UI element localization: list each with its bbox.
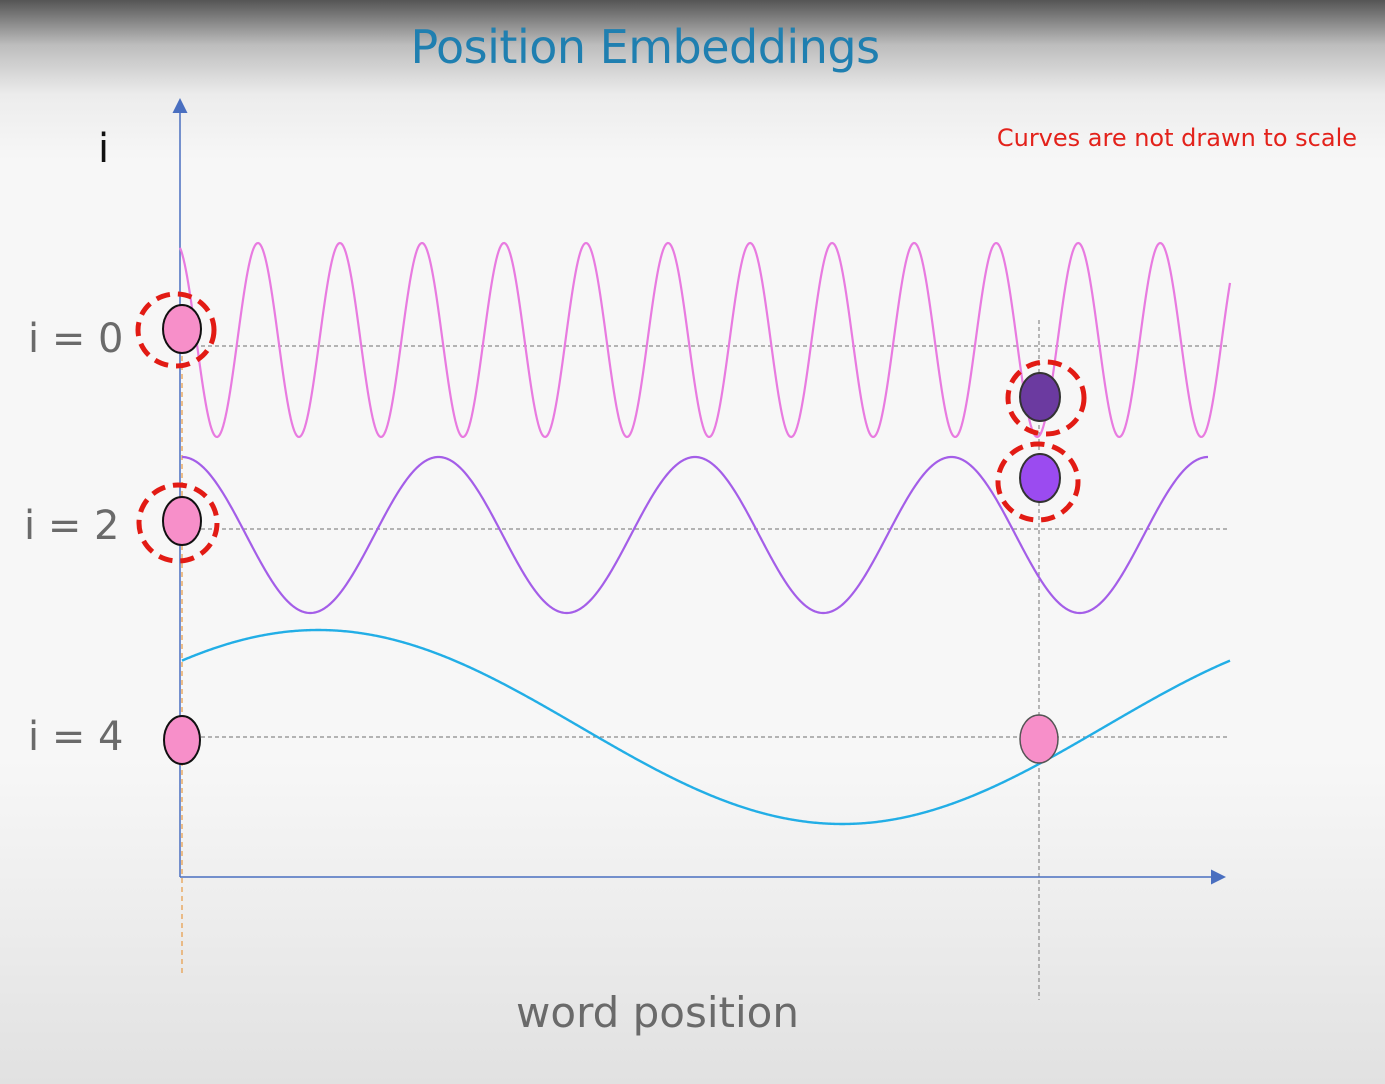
later-marker-i4: [1019, 714, 1059, 764]
start-marker-i2: [162, 496, 202, 546]
row-label-i4: i = 4: [28, 714, 124, 760]
y-axis-label: i: [98, 126, 110, 172]
row-label-i2: i = 2: [24, 503, 120, 549]
start-marker-i4: [163, 715, 201, 765]
highlight-ring-later-i2: [995, 441, 1081, 523]
start-marker-i0: [162, 304, 202, 354]
curve-i2: [181, 455, 1209, 615]
highlight-ring-start-i2: [136, 482, 220, 564]
highlight-ring-later-i0: [1005, 359, 1087, 437]
row-label-i0: i = 0: [28, 316, 124, 362]
slide-title: Position Embeddings: [410, 20, 880, 74]
highlight-ring-start-i0: [135, 291, 217, 369]
later-marker-i2: [1019, 453, 1061, 503]
later-marker-i0: [1019, 372, 1061, 422]
x-axis-label: word position: [516, 988, 799, 1037]
curve-i4: [181, 628, 1231, 826]
scale-note: Curves are not drawn to scale: [996, 124, 1357, 152]
curve-i0: [178, 241, 1232, 439]
